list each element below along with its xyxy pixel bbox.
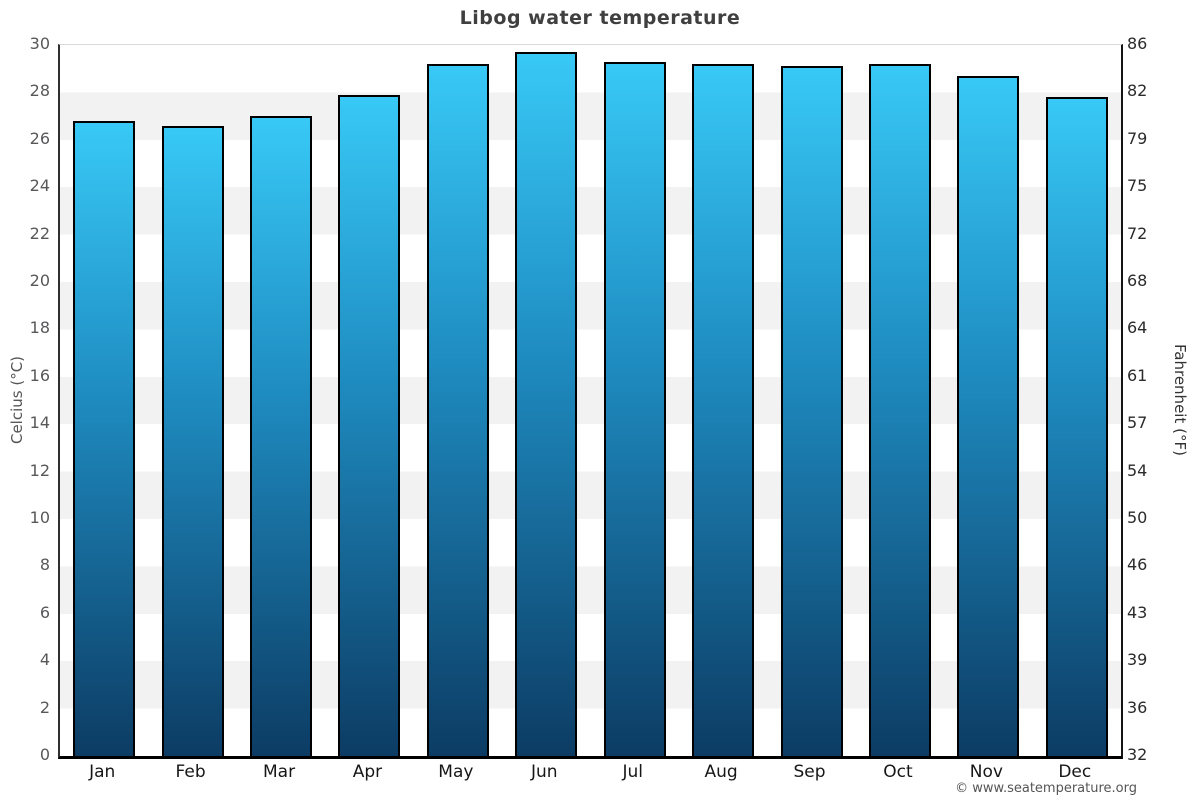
bar-nov <box>957 76 1020 756</box>
bar-jan <box>73 121 136 756</box>
x-label-mar: Mar <box>262 762 296 782</box>
celsius-tick-28: 28 <box>29 81 50 101</box>
bar-may <box>426 64 489 756</box>
x-label-feb: Feb <box>175 762 206 782</box>
celsius-tick-26: 26 <box>29 128 50 148</box>
x-label-jul: Jul <box>622 762 643 782</box>
bar-mar <box>250 116 313 756</box>
fahrenheit-tick-86: 86 <box>1127 34 1148 53</box>
fahrenheit-tick-64: 64 <box>1127 318 1148 338</box>
fahrenheit-tick-72: 72 <box>1127 223 1148 243</box>
x-label-dec: Dec <box>1058 762 1092 782</box>
celsius-tick-6: 6 <box>39 602 50 622</box>
fahrenheit-tick-82: 82 <box>1127 81 1148 101</box>
celsius-tick-14: 14 <box>29 413 50 433</box>
bar-sep <box>780 66 843 756</box>
x-label-oct: Oct <box>883 762 913 782</box>
celsius-tick-2: 2 <box>39 697 50 717</box>
bar-jul <box>603 62 666 756</box>
celsius-tick-16: 16 <box>29 365 50 385</box>
fahrenheit-tick-75: 75 <box>1127 176 1148 196</box>
x-label-sep: Sep <box>793 762 826 782</box>
x-label-aug: Aug <box>704 762 738 782</box>
celsius-tick-4: 4 <box>39 650 50 670</box>
celsius-tick-22: 22 <box>29 223 50 243</box>
celsius-tick-12: 12 <box>29 460 50 480</box>
celsius-tick-8: 8 <box>39 555 50 575</box>
fahrenheit-tick-57: 57 <box>1127 413 1148 433</box>
fahrenheit-tick-54: 54 <box>1127 460 1148 480</box>
x-label-apr: Apr <box>352 762 383 782</box>
celsius-tick-30: 30 <box>29 34 50 53</box>
celsius-tick-18: 18 <box>29 318 50 338</box>
copyright-credit: © www.seatemperature.org <box>955 781 1137 796</box>
fahrenheit-tick-43: 43 <box>1127 602 1148 622</box>
x-label-jun: Jun <box>531 762 558 782</box>
bar-feb <box>161 126 224 756</box>
fahrenheit-tick-32: 32 <box>1127 745 1148 764</box>
celsius-tick-20: 20 <box>29 271 50 290</box>
celsius-tick-24: 24 <box>29 176 50 196</box>
fahrenheit-tick-39: 39 <box>1127 650 1148 670</box>
fahrenheit-tick-36: 36 <box>1127 697 1148 717</box>
bar-aug <box>692 64 755 756</box>
fahrenheit-axis-title: Fahrenheit (°F) <box>1171 344 1189 456</box>
chart-title: Libog water temperature <box>459 7 741 29</box>
bar-jun <box>515 52 578 756</box>
bar-dec <box>1045 97 1108 756</box>
fahrenheit-tick-79: 79 <box>1127 128 1148 148</box>
celsius-tick-0: 0 <box>39 745 50 764</box>
x-label-may: May <box>438 762 474 782</box>
bar-oct <box>868 64 931 756</box>
plot-area <box>58 44 1123 759</box>
fahrenheit-tick-61: 61 <box>1127 365 1148 385</box>
x-label-nov: Nov <box>969 762 1003 782</box>
fahrenheit-tick-46: 46 <box>1127 555 1148 575</box>
fahrenheit-tick-68: 68 <box>1127 271 1148 290</box>
celsius-tick-10: 10 <box>29 508 50 527</box>
fahrenheit-tick-50: 50 <box>1127 508 1148 527</box>
x-label-jan: Jan <box>89 762 116 782</box>
bar-apr <box>338 95 401 756</box>
